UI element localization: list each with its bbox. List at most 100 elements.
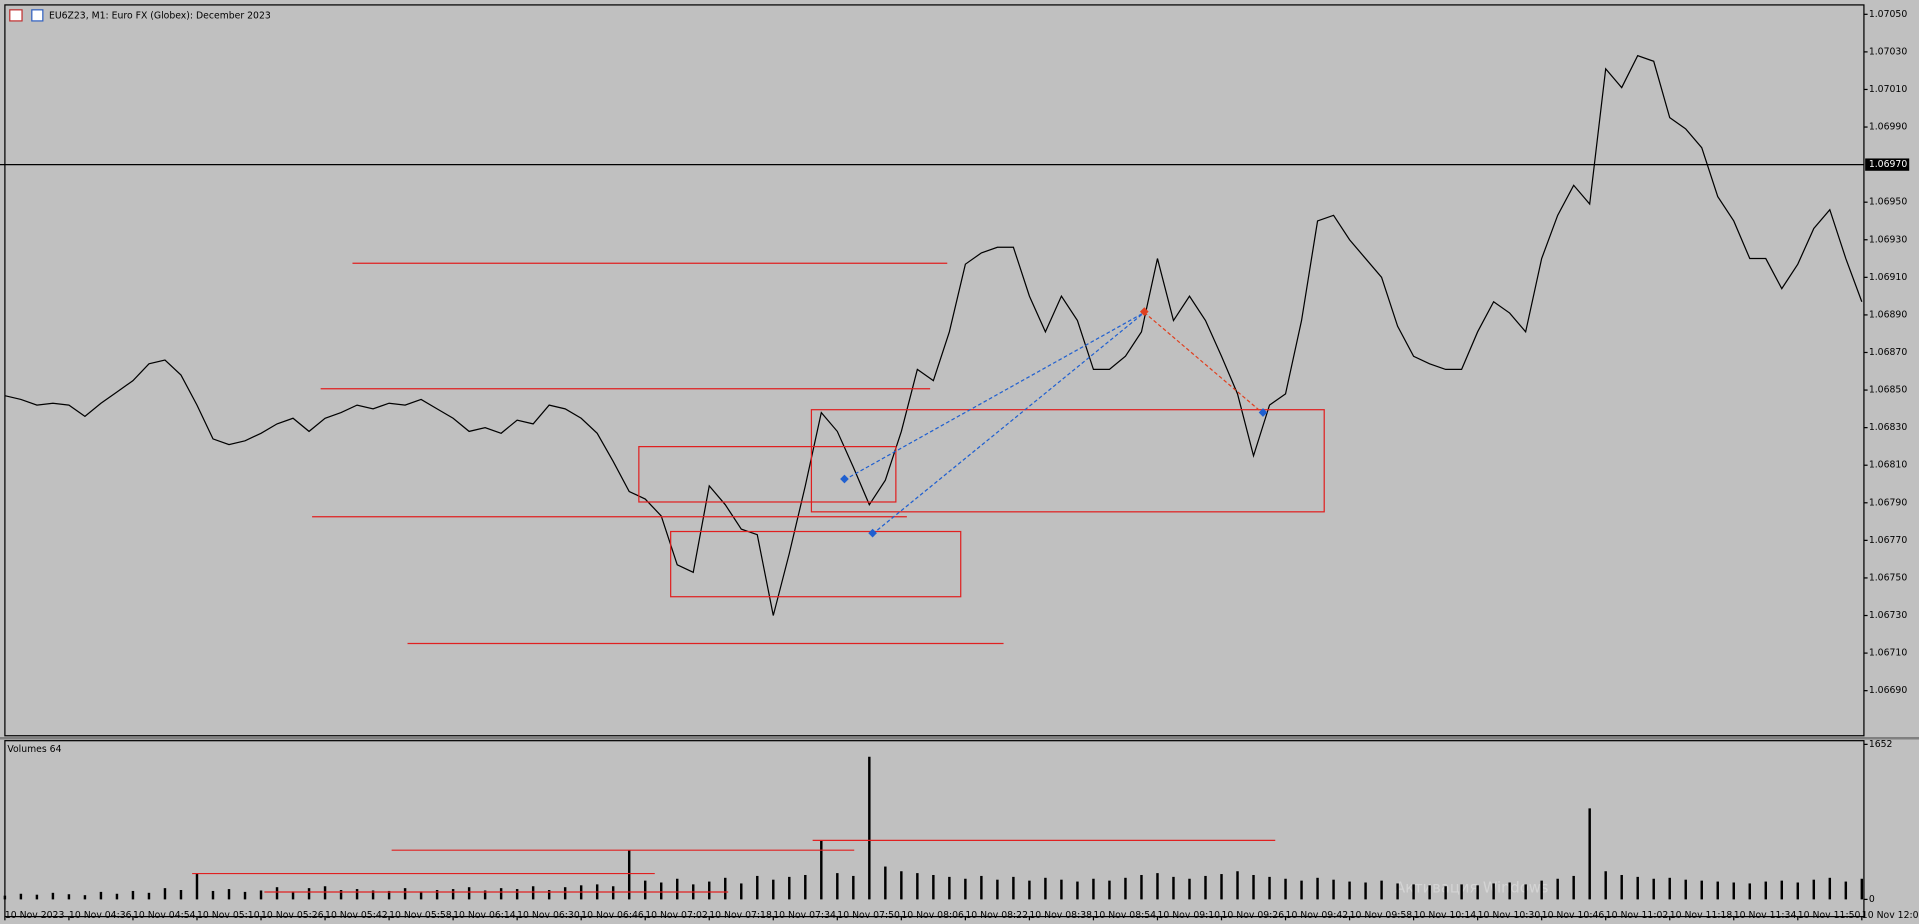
y-tick-label: 1.06890 <box>1869 309 1907 320</box>
volume-bar <box>1220 874 1223 900</box>
x-tick-label: 10 Nov 11:18 <box>1670 910 1733 921</box>
volume-bar <box>1764 881 1767 900</box>
volume-bar <box>1108 880 1111 900</box>
volume-bar <box>1444 886 1447 900</box>
trend-line <box>844 311 1145 481</box>
volume-bar <box>371 890 375 900</box>
volume-bar <box>980 875 983 900</box>
x-tick-label: 10 Nov 07:18 <box>709 910 772 921</box>
volume-bar <box>1412 884 1415 900</box>
volume-bar <box>355 889 359 900</box>
y-tick-label: 1.07030 <box>1869 46 1907 57</box>
x-tick-label: 10 Nov 08:54 <box>1093 910 1156 921</box>
volume-bar <box>964 878 967 900</box>
volume-bar <box>1844 881 1848 900</box>
volume-bar <box>1396 883 1399 900</box>
volume-bar <box>756 875 759 900</box>
x-tick-label: 10 Nov 04:54 <box>133 910 196 921</box>
volume-bar <box>483 890 487 900</box>
volume-bar <box>1236 871 1239 900</box>
volume-bar <box>531 886 535 900</box>
volume-bar <box>1572 875 1575 900</box>
y-tick-label: 1.06790 <box>1869 497 1907 508</box>
volume-bar <box>1364 882 1367 900</box>
volume-bar <box>1060 879 1063 900</box>
volume-bar <box>1124 877 1127 900</box>
volume-bar <box>868 756 871 900</box>
x-tick-label: 10 Nov 10:46 <box>1542 910 1605 921</box>
volume-bar <box>211 890 215 900</box>
zone-box <box>638 446 897 503</box>
volume-bar <box>1684 879 1687 900</box>
volume-bar <box>1604 871 1607 900</box>
volume-bar <box>515 889 519 900</box>
volume-bar <box>643 880 647 900</box>
x-tick-label: 10 Nov 07:50 <box>837 910 900 921</box>
volume-bar <box>772 879 775 900</box>
volume-bar <box>836 873 839 900</box>
y-tick-label: 1.06830 <box>1869 422 1907 433</box>
volume-bar <box>1492 883 1495 900</box>
volume-bar <box>1588 808 1591 900</box>
volume-bar <box>1268 876 1271 900</box>
volume-bar <box>83 895 87 900</box>
volume-bar <box>1092 878 1095 900</box>
volume-bar <box>179 890 183 900</box>
volume-bar <box>1300 880 1303 900</box>
volume-bar <box>932 874 935 900</box>
volume-bar <box>67 894 71 900</box>
volume-bar <box>243 891 247 900</box>
icon <box>9 9 23 22</box>
volume-bar <box>1460 884 1463 900</box>
volume-bar <box>499 888 503 900</box>
volume-bar <box>1204 875 1207 900</box>
y-tick-label: 1.06870 <box>1869 347 1907 358</box>
volume-bar <box>547 890 551 900</box>
volume-bar <box>1284 878 1287 900</box>
volume-bar <box>1508 882 1511 900</box>
volume-bar <box>948 876 951 900</box>
volume-bar <box>1860 878 1864 900</box>
x-tick-label: 10 Nov 05:58 <box>389 910 452 921</box>
price-line-series <box>4 54 1863 616</box>
volume-bar <box>51 892 55 900</box>
volume-bar <box>676 878 679 900</box>
volume-bar <box>1476 885 1479 900</box>
chart-title: EU6Z23, M1: Euro FX (Globex): December 2… <box>49 10 271 21</box>
volume-bar <box>1828 877 1832 900</box>
volume-bar <box>1716 881 1719 900</box>
x-tick-label: 10 Nov 09:58 <box>1350 910 1413 921</box>
x-tick-label: 10 Nov 08:38 <box>1029 910 1092 921</box>
volume-bar <box>403 888 407 900</box>
y-tick-label: 1.07050 <box>1869 9 1907 20</box>
y-tick-label: 1.06730 <box>1869 610 1907 621</box>
volume-bar <box>1172 876 1175 900</box>
y-tick-label: 1.06710 <box>1869 648 1907 659</box>
volume-bar <box>259 890 263 900</box>
volume-bar <box>1316 877 1319 900</box>
volume-bar <box>659 882 663 900</box>
trend-line <box>1143 312 1264 414</box>
x-tick-label: 10 Nov 06:14 <box>453 910 516 921</box>
volume-bar <box>99 891 103 900</box>
volume-pane <box>4 740 1865 918</box>
x-tick-label: 10 Nov 10:30 <box>1478 910 1541 921</box>
x-tick-label: 10 Nov 07:34 <box>773 910 836 921</box>
volume-bar <box>740 883 743 900</box>
volume-bar <box>1012 876 1015 900</box>
volume-bar <box>1028 880 1031 900</box>
y-tick-label: 1.06850 <box>1869 385 1907 396</box>
trend-line <box>872 312 1145 535</box>
x-tick-label: 10 Nov 11:50 <box>1798 910 1861 921</box>
y-tick-label: 1.06930 <box>1869 234 1907 245</box>
volume-bar <box>1748 883 1751 900</box>
volume-bar <box>1156 873 1159 900</box>
drawings <box>192 262 1325 893</box>
volume-bar <box>1348 881 1351 900</box>
volume-bar <box>387 890 391 900</box>
volume-bar <box>307 888 311 900</box>
price-label: 1.06970 <box>1869 159 1907 170</box>
